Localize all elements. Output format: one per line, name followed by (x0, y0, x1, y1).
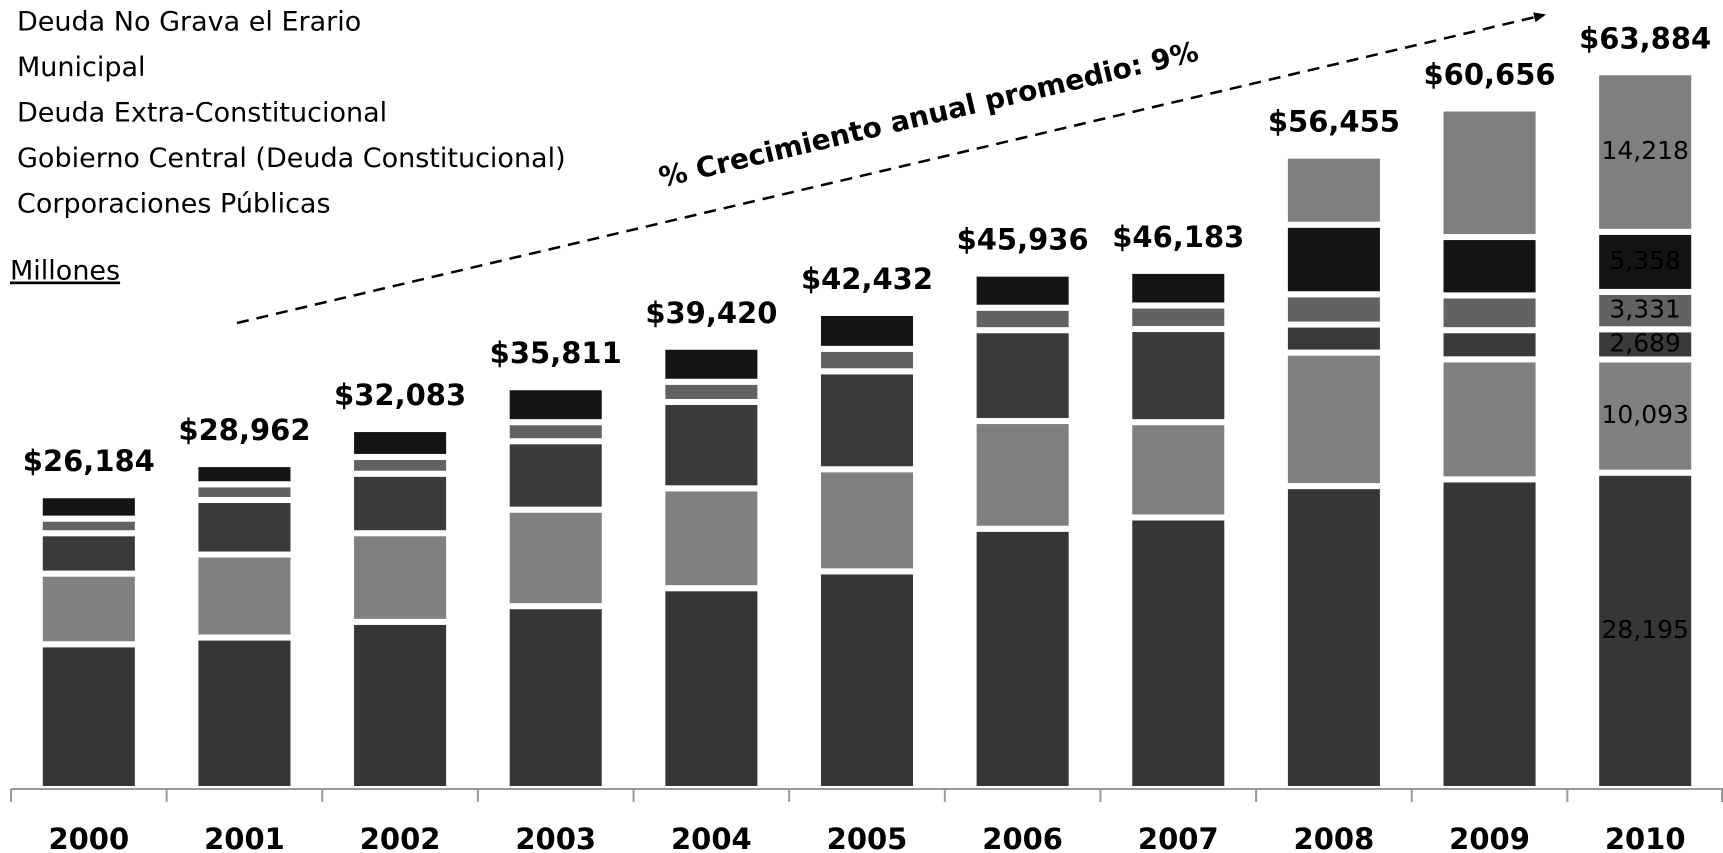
bar-segment (36, 570, 141, 648)
bar-segment (1593, 356, 1698, 476)
bar-segment (1593, 469, 1698, 792)
bar-segment (348, 618, 453, 793)
bar-segment (814, 368, 920, 473)
total-label: $45,936 (957, 223, 1089, 257)
bar-segment (1281, 349, 1386, 490)
bar-segment (1126, 267, 1231, 309)
x-tick-label: 2002 (360, 822, 441, 853)
legend-entry: Deuda No Grava el Erario (17, 7, 361, 38)
x-tick-label: 2003 (515, 822, 596, 853)
segment-label: 5,358 (1609, 246, 1681, 275)
bar-segment (814, 309, 920, 352)
bar-segment (1126, 419, 1231, 521)
bar-segment (970, 525, 1075, 792)
bar-segment (1126, 302, 1231, 333)
legend-entry: Corporaciones Públicas (17, 189, 331, 220)
bar-segment (36, 530, 141, 577)
total-label: $28,962 (178, 413, 310, 447)
bar-segment (192, 551, 297, 641)
bar-segment (1593, 326, 1698, 363)
bar-segment (192, 461, 297, 488)
trend-arrow (236, 12, 1546, 325)
bar-segment (659, 585, 764, 793)
bar-segment (1593, 228, 1698, 295)
bar-segment (1437, 356, 1542, 483)
bar-segment (970, 270, 1075, 311)
total-label: $46,183 (1112, 220, 1244, 254)
x-tick-label: 2001 (204, 822, 285, 853)
legend-entry: Deuda Extra-Constitucional (17, 98, 387, 129)
bar-segment (503, 506, 608, 610)
x-tick-label: 2000 (48, 822, 129, 853)
bar-segment (970, 327, 1075, 425)
bar-segment (192, 496, 297, 558)
bar-segment (1437, 476, 1542, 792)
bar-segment (1281, 152, 1386, 228)
bar-segment (1281, 221, 1386, 298)
total-label: $32,083 (334, 378, 466, 412)
total-label: $56,455 (1268, 105, 1400, 139)
bar-segment (1437, 292, 1542, 334)
total-label: $42,432 (801, 262, 933, 296)
bar-segment (36, 492, 141, 522)
bar-segment (1437, 234, 1542, 299)
bar-segment (503, 384, 608, 426)
bar-segment (970, 304, 1075, 334)
x-tick-label: 2004 (671, 822, 752, 853)
bar-segment (503, 603, 608, 793)
x-tick-label: 2006 (982, 822, 1063, 853)
bar-segment (659, 398, 764, 492)
bar-segment (36, 641, 141, 793)
bar-segment (503, 438, 608, 513)
bar-segment (192, 634, 297, 792)
bar-segment (814, 345, 920, 375)
x-tick-label: 2010 (1605, 822, 1686, 853)
bar-segment (1437, 327, 1542, 363)
legend-entry: Municipal (17, 52, 146, 83)
segment-label: 3,331 (1609, 295, 1681, 324)
bar-segment (659, 485, 764, 592)
unit-label: Millones (10, 256, 120, 287)
bar-segment (659, 343, 764, 385)
total-label: $39,420 (645, 296, 777, 330)
bar-segment (814, 568, 920, 793)
x-tick-label: 2008 (1294, 822, 1375, 853)
segment-label: 14,218 (1601, 136, 1688, 165)
bar-segment (348, 530, 453, 625)
bar-segment (1281, 321, 1386, 356)
bar-segment (1281, 291, 1386, 328)
bar-segment (1281, 483, 1386, 792)
x-tick-label: 2007 (1138, 822, 1219, 853)
segment-label: 2,689 (1609, 328, 1681, 357)
total-label: $35,811 (490, 336, 622, 370)
bar-segment (348, 426, 453, 460)
total-label: $60,656 (1423, 58, 1555, 92)
segment-label: 28,195 (1601, 615, 1688, 644)
x-tick-label: 2009 (1449, 822, 1530, 853)
bar-segment (659, 378, 764, 405)
bar-segment (1593, 69, 1698, 235)
legend-entry: Gobierno Central (Deuda Constitucional) (17, 143, 566, 174)
bar-segment (1126, 514, 1231, 792)
bar-segment (814, 466, 920, 575)
bar-segment (348, 470, 453, 537)
total-label: $63,884 (1579, 21, 1711, 55)
total-label: $26,184 (23, 444, 155, 478)
bar-segment (1126, 326, 1231, 426)
bar-segment (1437, 105, 1542, 241)
bar-segment (970, 418, 1075, 532)
segment-label: 10,093 (1601, 400, 1688, 429)
x-tick-label: 2005 (827, 822, 908, 853)
